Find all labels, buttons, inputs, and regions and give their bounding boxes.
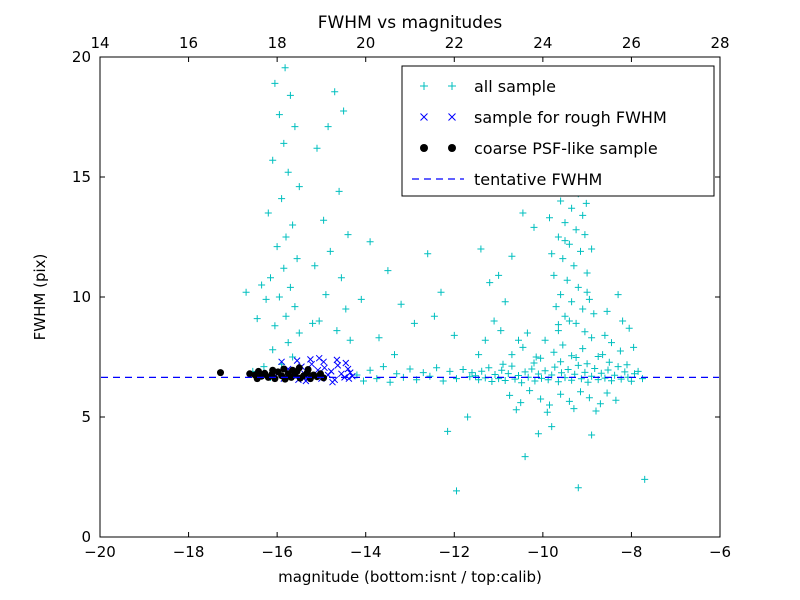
top-tick-label: 16	[179, 34, 198, 52]
y-tick-label: 5	[81, 408, 91, 426]
legend-entry: all sample	[420, 77, 556, 96]
legend-entry: sample for rough FWHM	[420, 108, 667, 127]
top-tick-label: 22	[445, 34, 464, 52]
x-tick-label: −20	[84, 543, 116, 561]
y-tick-label: 15	[72, 168, 91, 186]
x-tick-label: −8	[620, 543, 642, 561]
legend-box	[401, 65, 715, 197]
x-tick-label: −18	[173, 543, 205, 561]
top-tick-label: 14	[90, 34, 109, 52]
y-tick-label: 0	[81, 528, 91, 546]
legend-label: all sample	[474, 77, 556, 96]
legend-label: coarse PSF-like sample	[474, 139, 658, 158]
x-tick-label: −16	[261, 543, 293, 561]
x-tick-label: −6	[709, 543, 731, 561]
top-tick-label: 20	[356, 34, 375, 52]
x-axis-label: magnitude (bottom:isnt / top:calib)	[278, 568, 542, 586]
legend-label: tentative FWHM	[474, 170, 602, 189]
legend-entry: tentative FWHM	[412, 170, 602, 189]
legend-marker-dot	[448, 144, 456, 152]
top-tick-label: 28	[710, 34, 729, 52]
top-tick-label: 26	[622, 34, 641, 52]
y-axis-label: FWHM (pix)	[31, 254, 49, 341]
y-tick-label: 10	[72, 288, 91, 306]
x-tick-label: −14	[350, 543, 382, 561]
legend-entry: coarse PSF-like sample	[420, 139, 658, 158]
ticks-layer: −20 −18 −16 −14 −12 −10 −8 −6 14 16 18 20 22 24 26 28 0 5…	[72, 34, 731, 561]
chart-title: FWHM vs magnitudes	[318, 13, 503, 33]
legend-marker-plus	[420, 82, 456, 90]
series-all-sample	[242, 64, 649, 495]
legend-label: sample for rough FWHM	[474, 108, 667, 127]
y-tick-label: 20	[72, 48, 91, 66]
top-tick-label: 24	[533, 34, 552, 52]
top-tick-label: 18	[268, 34, 287, 52]
legend-marker-dot	[420, 144, 428, 152]
plot-layer	[101, 64, 719, 495]
legend: all sample sample for rough FWHM coarse PS…	[401, 65, 715, 197]
legend-marker-x	[420, 113, 456, 121]
x-tick-label: −12	[438, 543, 470, 561]
x-tick-label: −10	[527, 543, 559, 561]
